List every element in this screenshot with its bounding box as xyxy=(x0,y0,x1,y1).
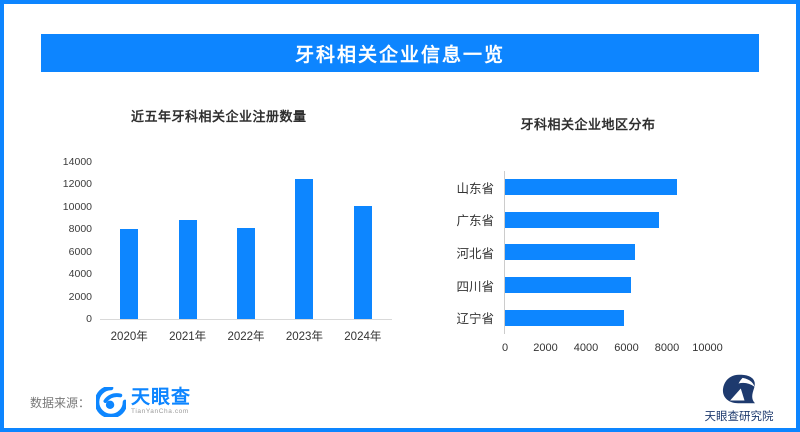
x-axis-tick: 8000 xyxy=(654,342,680,354)
bar-广东省 xyxy=(505,211,659,228)
bar-2023年 xyxy=(295,179,314,319)
region-bar-chart: 山东省广东省河北省四川省辽宁省 0 2000 4000 6000 8000 10000 xyxy=(456,171,748,354)
data-source: 数据来源： 天眼查 TianYanCha.com xyxy=(30,384,191,420)
y-axis-tick: 0 xyxy=(86,313,92,325)
bar-2020年 xyxy=(120,229,139,319)
x-axis-label: 2020年 xyxy=(110,331,148,343)
category-label: 河北省 xyxy=(456,246,494,261)
bar-row: 四川省 xyxy=(456,277,748,294)
bar-row: 辽宁省 xyxy=(456,309,748,326)
y-axis-tick: 8000 xyxy=(68,223,92,236)
right-chart-x-axis: 0 2000 4000 6000 8000 10000 xyxy=(501,342,748,356)
bar-四川省 xyxy=(505,277,631,294)
left-chart-x-labels: 2020年 2021年 2022年 2023年 2024年 xyxy=(100,328,392,344)
x-axis-label: 2022年 xyxy=(227,331,265,343)
institute-name: 天眼查研究院 xyxy=(704,411,774,423)
x-axis-label: 2024年 xyxy=(344,331,382,343)
bar-column xyxy=(158,163,216,319)
right-chart-rows: 山东省广东省河北省四川省辽宁省 xyxy=(456,171,748,334)
tianyancha-logo-text: 天眼查 TianYanCha.com xyxy=(131,388,191,416)
x-axis-tick: 0 xyxy=(501,342,509,354)
bar-山东省 xyxy=(505,179,677,196)
tianyancha-name: 天眼查 xyxy=(131,387,192,409)
x-axis-tick: 2000 xyxy=(533,342,558,354)
y-axis-tick: 6000 xyxy=(68,245,92,258)
x-axis-label: 2021年 xyxy=(169,331,207,343)
bar-辽宁省 xyxy=(505,309,624,326)
y-axis-tick: 12000 xyxy=(62,178,92,191)
research-institute-logo: 天眼查研究院 xyxy=(692,373,786,424)
bar-row: 山东省 xyxy=(456,179,748,196)
bar-column xyxy=(100,163,158,319)
bar-河北省 xyxy=(505,244,635,261)
y-axis-tick: 14000 xyxy=(62,156,92,168)
registrations-bar-chart: 0 2000 4000 6000 8000 10000 12000 14000 2020年 20… xyxy=(63,156,392,343)
tianyancha-logo: 天眼查 TianYanCha.com xyxy=(96,387,191,417)
left-chart-bars xyxy=(100,163,392,319)
data-source-label: 数据来源： xyxy=(30,395,91,410)
page-title-banner: 牙科相关企业信息一览 xyxy=(41,34,759,72)
page-title: 牙科相关企业信息一览 xyxy=(294,44,505,66)
tianyancha-url: TianYanCha.com xyxy=(131,408,189,416)
y-axis-tick: 2000 xyxy=(68,290,92,303)
y-axis-tick: 4000 xyxy=(68,268,92,281)
bar-2024年 xyxy=(353,206,372,319)
left-chart-title: 近五年牙科相关企业注册数量 xyxy=(131,109,307,124)
category-label: 辽宁省 xyxy=(456,312,494,327)
x-axis-tick: 4000 xyxy=(573,342,599,354)
x-axis-label: 2023年 xyxy=(285,331,323,343)
category-label: 四川省 xyxy=(456,279,494,294)
bar-column xyxy=(217,163,275,319)
bar-column xyxy=(334,163,392,319)
bar-column xyxy=(275,163,333,319)
bar-row: 广东省 xyxy=(456,211,748,228)
x-axis-tick: 6000 xyxy=(614,342,639,354)
x-axis-tick: 10000 xyxy=(692,342,723,354)
y-axis-tick: 10000 xyxy=(62,200,92,213)
bar-row: 河北省 xyxy=(456,244,748,261)
institute-eye-icon xyxy=(722,374,755,404)
tianyancha-eye-icon xyxy=(96,387,127,417)
right-chart-title: 牙科相关企业地区分布 xyxy=(520,117,656,132)
bar-2022年 xyxy=(237,228,256,319)
category-label: 广东省 xyxy=(456,214,494,229)
category-label: 山东省 xyxy=(456,181,494,196)
bar-2021年 xyxy=(178,220,197,319)
